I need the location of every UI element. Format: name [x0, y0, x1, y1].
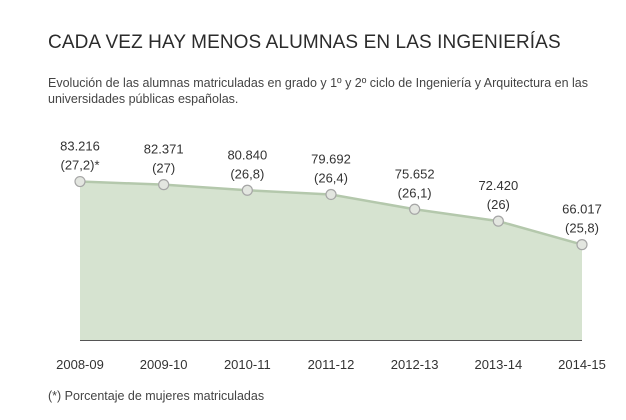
area-fill — [80, 181, 582, 340]
data-point-2010-11 — [241, 184, 253, 196]
chart-subtitle: Evolución de las alumnas matriculadas en… — [48, 76, 588, 106]
data-point-2013-14 — [492, 215, 504, 227]
percent-label-2008-09: (27,2)* — [60, 158, 99, 173]
value-label-2014-15: 66.017 — [562, 202, 602, 217]
value-label-2010-11: 80.840 — [227, 147, 267, 162]
footnote: (*) Porcentaje de mujeres matriculadas — [48, 389, 265, 403]
chart-title: CADA VEZ HAY MENOS ALUMNAS EN LAS INGENI… — [48, 32, 561, 53]
data-point-2012-13 — [409, 203, 421, 215]
value-label-2012-13: 75.652 — [395, 166, 435, 181]
percent-label-2009-10: (27) — [152, 161, 175, 176]
value-label-2009-10: 82.371 — [144, 142, 184, 157]
x-tick-label-2010-11: 2010-11 — [224, 357, 271, 372]
value-label-2013-14: 72.420 — [478, 178, 518, 193]
x-tick-label-2012-13: 2012-13 — [391, 357, 439, 372]
percent-label-2014-15: (25,8) — [565, 221, 599, 236]
x-tick-label-2011-12: 2011-12 — [308, 357, 355, 372]
x-tick-label-2008-09: 2008-09 — [56, 357, 104, 372]
x-tick-label-2014-15: 2014-15 — [558, 357, 606, 372]
x-tick-label-2009-10: 2009-10 — [140, 357, 188, 372]
data-point-2008-09 — [74, 175, 86, 188]
x-tick-label-2013-14: 2013-14 — [474, 357, 522, 372]
data-point-2011-12 — [325, 188, 337, 201]
percent-label-2011-12: (26,4) — [314, 170, 348, 185]
data-point-2009-10 — [158, 179, 170, 191]
value-label-2008-09: 83.216 — [60, 139, 100, 154]
percent-label-2010-11: (26,8) — [230, 166, 264, 181]
value-label-2011-12: 79.692 — [311, 151, 351, 166]
percent-label-2013-14: (26) — [487, 197, 510, 212]
data-point-2014-15 — [576, 239, 588, 251]
percent-label-2012-13: (26,1) — [398, 185, 432, 200]
